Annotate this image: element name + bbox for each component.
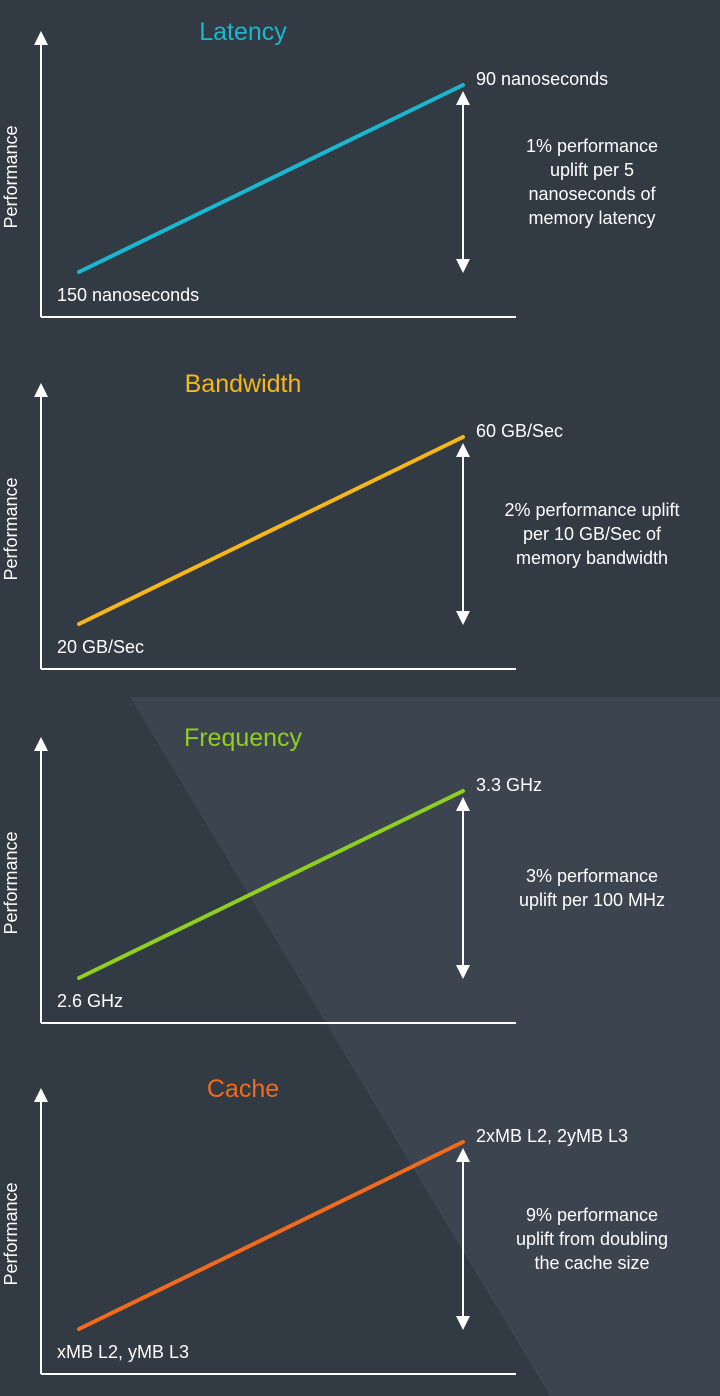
chart-panel-bandwidth: Bandwidth Performance 20 GB/Sec 60 GB/Sec 2%…	[1, 370, 680, 670]
uplift-note-line: the cache size	[534, 1253, 649, 1273]
end-label: 60 GB/Sec	[476, 421, 563, 441]
uplift-note-line: 1% performance	[526, 136, 658, 156]
chart-panel-cache: Cache Performance xMB L2, yMB L3 2xMB L2, 2…	[1, 1075, 668, 1375]
uplift-note-line: per 10 GB/Sec of	[523, 524, 662, 544]
y-axis-label: Performance	[1, 1182, 21, 1285]
start-label: 20 GB/Sec	[57, 637, 144, 657]
uplift-note-line: memory latency	[528, 208, 655, 228]
chart-title: Bandwidth	[185, 370, 302, 398]
uplift-note: 1% performance uplift per 5 nanoseconds of…	[526, 136, 658, 228]
series-line	[77, 83, 465, 274]
uplift-note: 3% performance uplift per 100 MHz	[519, 866, 665, 910]
end-label: 90 nanoseconds	[476, 69, 608, 89]
chart-title: Frequency	[184, 724, 303, 752]
y-axis-label: Performance	[1, 477, 21, 580]
y-axis-label: Performance	[1, 831, 21, 934]
uplift-note: 9% performance uplift from doubling the ca…	[516, 1205, 668, 1273]
y-axis-label: Performance	[1, 125, 21, 228]
uplift-note-line: 3% performance	[526, 866, 658, 886]
chart-panel-latency: Latency Performance 150 nanoseconds 90 nano…	[1, 18, 658, 318]
uplift-note-line: uplift per 5	[550, 160, 634, 180]
end-label: 3.3 GHz	[476, 775, 542, 795]
uplift-note-line: memory bandwidth	[516, 548, 668, 568]
start-label: 150 nanoseconds	[57, 285, 199, 305]
series-line	[77, 435, 465, 626]
series-line	[77, 1140, 465, 1331]
uplift-note-line: uplift from doubling	[516, 1229, 668, 1249]
series-line	[77, 789, 465, 980]
background-shape	[130, 697, 720, 1396]
uplift-note-line: 2% performance uplift	[504, 500, 679, 520]
uplift-note-line: 9% performance	[526, 1205, 658, 1225]
chart-title: Cache	[207, 1075, 279, 1103]
uplift-note: 2% performance uplift per 10 GB/Sec of mem…	[504, 500, 679, 568]
chart-panel-frequency: Frequency Performance 2.6 GHz 3.3 GHz 3% per…	[1, 724, 665, 1024]
start-label: 2.6 GHz	[57, 991, 123, 1011]
uplift-note-line: nanoseconds of	[528, 184, 656, 204]
chart-title: Latency	[199, 18, 287, 46]
uplift-note-line: uplift per 100 MHz	[519, 890, 665, 910]
end-label: 2xMB L2, 2yMB L3	[476, 1126, 628, 1146]
start-label: xMB L2, yMB L3	[57, 1342, 189, 1362]
